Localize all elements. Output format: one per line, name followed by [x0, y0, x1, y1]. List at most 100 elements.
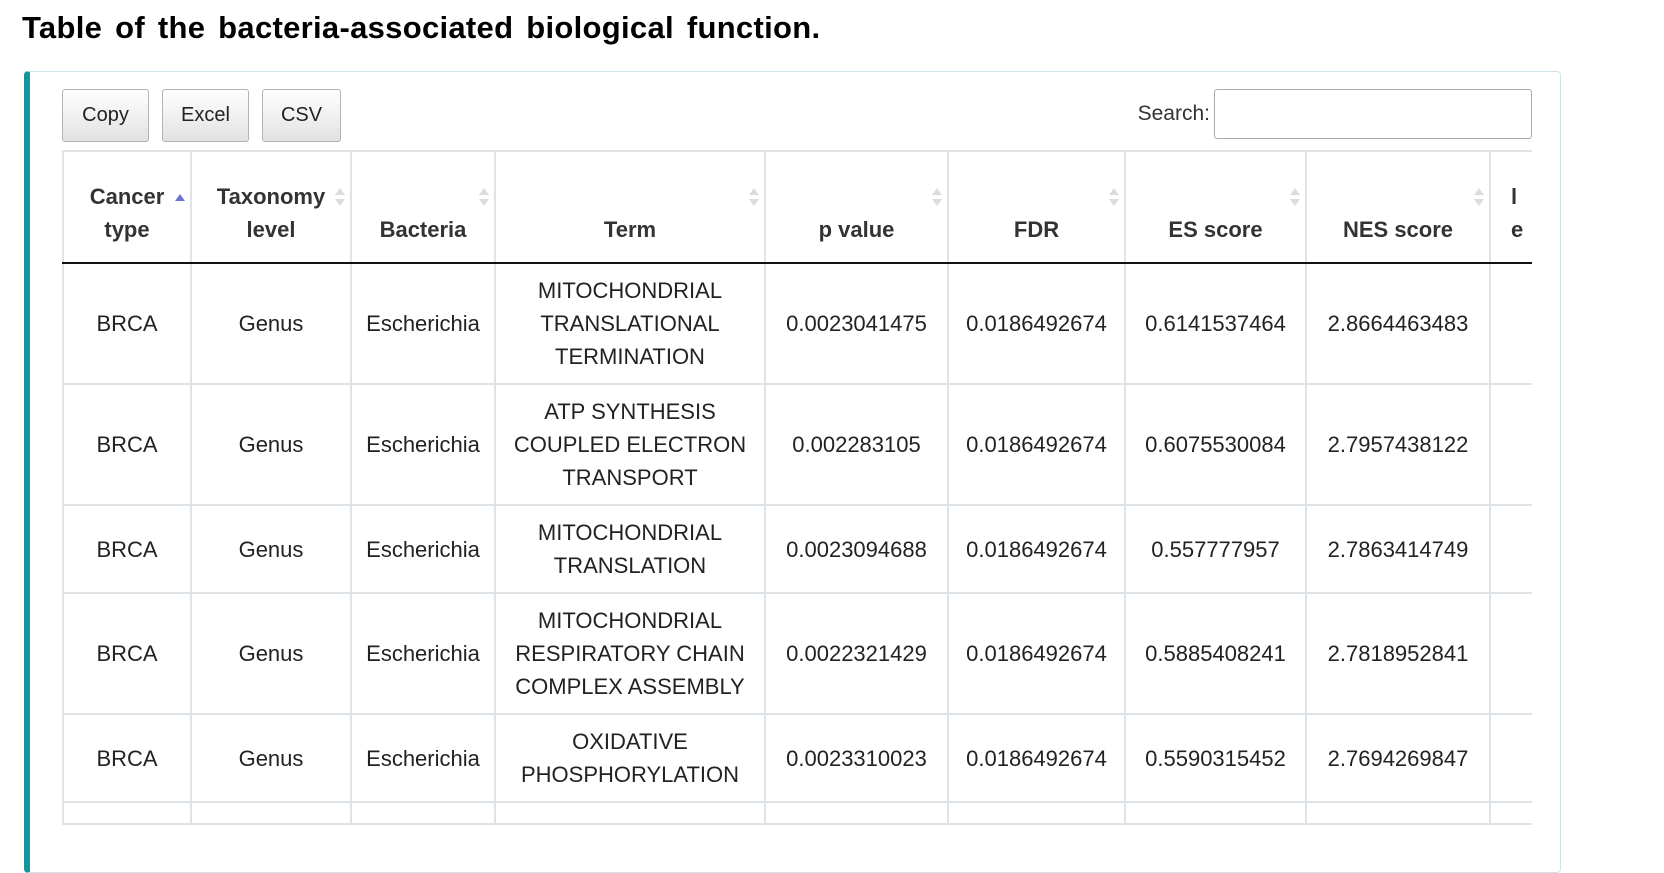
cell-fdr: 0.0186492674: [947, 263, 1126, 385]
cell-taxonomy-level: Genus: [190, 384, 352, 506]
table-row[interactable]: BRCA Genus Escherichia ATP SYNTHESIS COUPLED…: [62, 384, 1532, 506]
copy-button[interactable]: Copy: [62, 89, 149, 142]
cell-overflow: [1489, 384, 1532, 506]
cell-taxonomy-level: [190, 802, 352, 825]
table-row[interactable]: BRCA Genus Escherichia MITOCHONDRIAL TRANSLA…: [62, 263, 1532, 385]
sort-up-arrow-icon: [175, 194, 185, 201]
column-header-p-value[interactable]: p value: [764, 150, 949, 264]
cell-p-value: 0.0023041475: [764, 263, 949, 385]
cell-cancer-type: BRCA: [62, 384, 192, 506]
cell-taxonomy-level: Genus: [190, 593, 352, 715]
sort-up-arrow-icon: [335, 188, 345, 195]
sort-both-icon: [334, 186, 346, 210]
table-row[interactable]: BRCA Genus Escherichia MITOCHONDRIAL TRANSLA…: [62, 505, 1532, 594]
cell-overflow: [1489, 505, 1532, 594]
table-viewport[interactable]: Cancer type Taxonomy level Bacteria Term p val…: [62, 150, 1532, 872]
table-row[interactable]: [62, 802, 1532, 825]
cell-fdr: 0.0186492674: [947, 714, 1126, 803]
sort-down-arrow-icon: [479, 199, 489, 206]
cell-term: MITOCHONDRIAL TRANSLATION: [494, 505, 766, 594]
cell-fdr: 0.0186492674: [947, 593, 1126, 715]
cell-bacteria: [350, 802, 496, 825]
sort-down-arrow-icon: [932, 199, 942, 206]
column-header-term[interactable]: Term: [494, 150, 766, 264]
page-title: Table of the bacteria-associated biologi…: [22, 10, 821, 45]
term-line: PHOSPHORYLATION: [520, 762, 739, 787]
cell-term: MITOCHONDRIAL RESPIRATORY CHAIN COMPLEX AS…: [494, 593, 766, 715]
export-toolbar: Copy Excel CSV: [62, 89, 341, 142]
column-header-taxonomy-level[interactable]: Taxonomy level: [190, 150, 352, 264]
column-header-bacteria[interactable]: Bacteria: [350, 150, 496, 264]
sort-down-arrow-icon: [1290, 199, 1300, 206]
table-panel: Copy Excel CSV Search: Cancer type Taxonom…: [24, 71, 1561, 873]
cell-taxonomy-level: Genus: [190, 714, 352, 803]
cell-fdr: 0.0186492674: [947, 505, 1126, 594]
search-area: Search:: [1138, 89, 1532, 139]
results-table: Cancer type Taxonomy level Bacteria Term p val…: [62, 150, 1532, 825]
cell-p-value: 0.0022321429: [764, 593, 949, 715]
sort-down-arrow-icon: [1474, 199, 1484, 206]
cell-term: [494, 802, 766, 825]
cell-nes-score: 2.7818952841: [1305, 593, 1491, 715]
term-line: RESPIRATORY CHAIN: [515, 641, 745, 666]
header-row: Cancer type Taxonomy level Bacteria Term p val…: [62, 150, 1532, 264]
table-body: BRCA Genus Escherichia MITOCHONDRIAL TRANSLA…: [62, 263, 1532, 825]
sort-up-arrow-icon: [479, 188, 489, 195]
cell-es-score: 0.5885408241: [1124, 593, 1307, 715]
cell-bacteria: Escherichia: [350, 263, 496, 385]
cell-overflow: [1489, 263, 1532, 385]
column-header-cancer-type[interactable]: Cancer type: [62, 150, 192, 264]
search-input[interactable]: [1214, 89, 1532, 139]
term-line: ATP SYNTHESIS: [544, 399, 716, 424]
sort-up-arrow-icon: [1474, 188, 1484, 195]
sort-both-icon: [478, 186, 490, 210]
cell-p-value: 0.0023094688: [764, 505, 949, 594]
sort-both-icon: [1473, 186, 1485, 210]
sort-both-icon: [1289, 186, 1301, 210]
sort-both-icon: [748, 186, 760, 210]
sort-up-arrow-icon: [1109, 188, 1119, 195]
sort-down-arrow-icon: [749, 199, 759, 206]
cell-cancer-type: BRCA: [62, 505, 192, 594]
cell-es-score: 0.5590315452: [1124, 714, 1307, 803]
column-header-fdr[interactable]: FDR: [947, 150, 1126, 264]
column-header-es-score[interactable]: ES score: [1124, 150, 1307, 264]
cell-nes-score: [1305, 802, 1491, 825]
cell-bacteria: Escherichia: [350, 714, 496, 803]
term-line: TERMINATION: [555, 344, 705, 369]
cell-overflow: [1489, 714, 1532, 803]
table-row[interactable]: BRCA Genus Escherichia OXIDATIVE PHOSPHORYLA…: [62, 714, 1532, 803]
table-row[interactable]: BRCA Genus Escherichia MITOCHONDRIAL RESPIRA…: [62, 593, 1532, 715]
cell-p-value: 0.0023310023: [764, 714, 949, 803]
csv-button[interactable]: CSV: [262, 89, 341, 142]
cell-es-score: [1124, 802, 1307, 825]
cell-taxonomy-level: Genus: [190, 505, 352, 594]
cell-cancer-type: BRCA: [62, 714, 192, 803]
sort-down-arrow-icon: [335, 199, 345, 206]
column-header-line: p value: [818, 217, 895, 242]
cell-term: OXIDATIVE PHOSPHORYLATION: [494, 714, 766, 803]
column-header-line: e: [1511, 217, 1524, 242]
excel-button[interactable]: Excel: [162, 89, 249, 142]
sort-up-arrow-icon: [932, 188, 942, 195]
column-header-line: Term: [603, 217, 657, 242]
cell-fdr: 0.0186492674: [947, 384, 1126, 506]
cell-overflow: [1489, 593, 1532, 715]
cell-bacteria: Escherichia: [350, 505, 496, 594]
search-label: Search:: [1137, 102, 1210, 125]
cell-es-score: 0.557777957: [1124, 505, 1307, 594]
cell-nes-score: 2.7863414749: [1305, 505, 1491, 594]
cell-es-score: 0.6075530084: [1124, 384, 1307, 506]
table-header: Cancer type Taxonomy level Bacteria Term p val…: [62, 150, 1532, 264]
column-header-nes-score[interactable]: NES score: [1305, 150, 1491, 264]
cell-cancer-type: BRCA: [62, 593, 192, 715]
cell-taxonomy-level: Genus: [190, 263, 352, 385]
term-line: TRANSLATION: [553, 553, 707, 578]
cell-cancer-type: BRCA: [62, 263, 192, 385]
sort-up-arrow-icon: [749, 188, 759, 195]
cell-p-value: [764, 802, 949, 825]
cell-term: ATP SYNTHESIS COUPLED ELECTRON TRANSPORT: [494, 384, 766, 506]
column-header-line: l: [1511, 184, 1518, 209]
cell-nes-score: 2.7694269847: [1305, 714, 1491, 803]
